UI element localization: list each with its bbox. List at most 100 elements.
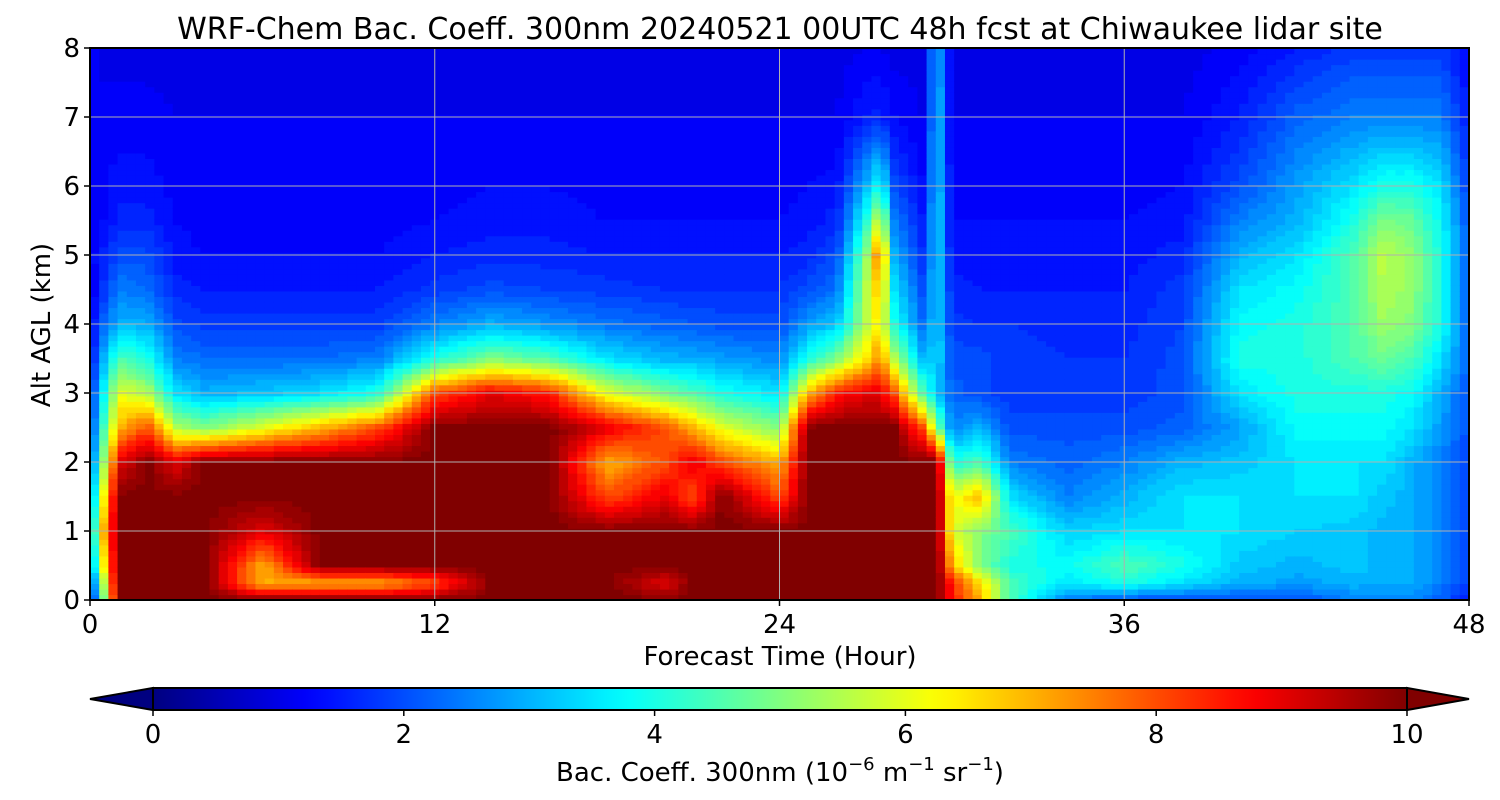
- heatmap-cell: [495, 512, 505, 518]
- heatmap-cell: [531, 462, 541, 468]
- heatmap-cell: [439, 186, 449, 192]
- heatmap-cell: [182, 136, 192, 142]
- heatmap-cell: [384, 230, 394, 236]
- heatmap-cell: [182, 131, 192, 137]
- heatmap-cell: [439, 341, 449, 347]
- heatmap-cell: [283, 247, 293, 253]
- heatmap-cell: [246, 302, 256, 308]
- heatmap-cell: [265, 440, 275, 446]
- heatmap-cell: [366, 236, 376, 242]
- heatmap-cell: [108, 103, 118, 109]
- heatmap-cell: [228, 479, 238, 485]
- heatmap-cell: [311, 70, 321, 76]
- heatmap-cell: [191, 98, 201, 104]
- heatmap-cell: [237, 175, 247, 181]
- heatmap-cell: [228, 225, 238, 231]
- heatmap-cell: [495, 324, 505, 330]
- heatmap-cell: [366, 225, 376, 231]
- heatmap-cell: [366, 203, 376, 209]
- heatmap-cell: [311, 556, 321, 562]
- heatmap-cell: [393, 208, 403, 214]
- heatmap-cell: [200, 385, 210, 391]
- heatmap-cell: [485, 70, 495, 76]
- heatmap-cell: [154, 523, 164, 529]
- heatmap-cell: [210, 330, 220, 336]
- heatmap-cell: [99, 81, 109, 87]
- heatmap-cell: [421, 269, 431, 275]
- heatmap-cell: [357, 203, 367, 209]
- heatmap-cell: [301, 346, 311, 352]
- heatmap-cell: [182, 147, 192, 153]
- heatmap-cell: [504, 285, 514, 291]
- heatmap-cell: [283, 523, 293, 529]
- heatmap-cell: [329, 236, 339, 242]
- heatmap-cell: [375, 412, 385, 418]
- heatmap-cell: [375, 103, 385, 109]
- heatmap-cell: [421, 208, 431, 214]
- heatmap-cell: [320, 363, 330, 369]
- heatmap-cell: [495, 363, 505, 369]
- heatmap-cell: [320, 341, 330, 347]
- heatmap-cell: [99, 125, 109, 131]
- heatmap-cell: [357, 534, 367, 540]
- heatmap-cell: [311, 550, 321, 556]
- heatmap-cell: [292, 506, 302, 512]
- heatmap-cell: [467, 412, 477, 418]
- heatmap-cell: [145, 434, 155, 440]
- heatmap-cell: [145, 418, 155, 424]
- heatmap-cell: [449, 258, 459, 264]
- heatmap-cell: [145, 572, 155, 578]
- heatmap-cell: [485, 396, 495, 402]
- heatmap-cell: [357, 440, 367, 446]
- heatmap-cell: [439, 131, 449, 137]
- heatmap-cell: [412, 103, 422, 109]
- heatmap-cell: [421, 451, 431, 457]
- heatmap-cell: [136, 490, 146, 496]
- heatmap-cell: [504, 120, 514, 126]
- heatmap-cell: [108, 219, 118, 225]
- heatmap-cell: [485, 407, 495, 413]
- heatmap-cell: [154, 506, 164, 512]
- heatmap-cell: [219, 473, 229, 479]
- heatmap-cell: [347, 98, 357, 104]
- heatmap-cell: [495, 423, 505, 429]
- heatmap-cell: [301, 412, 311, 418]
- heatmap-cell: [357, 445, 367, 451]
- heatmap-cell: [301, 506, 311, 512]
- heatmap-cell: [449, 236, 459, 242]
- heatmap-cell: [173, 219, 183, 225]
- heatmap-cell: [173, 440, 183, 446]
- heatmap-cell: [476, 484, 486, 490]
- heatmap-cell: [237, 341, 247, 347]
- heatmap-cell: [219, 407, 229, 413]
- heatmap-cell: [219, 462, 229, 468]
- heatmap-cell: [136, 517, 146, 523]
- heatmap-cell: [274, 374, 284, 380]
- heatmap-cell: [283, 385, 293, 391]
- heatmap-cell: [90, 490, 100, 496]
- heatmap-cell: [458, 556, 468, 562]
- heatmap-cell: [292, 280, 302, 286]
- heatmap-cell: [108, 545, 118, 551]
- heatmap-cell: [458, 302, 468, 308]
- heatmap-cell: [228, 54, 238, 60]
- heatmap-cell: [283, 341, 293, 347]
- heatmap-cell: [449, 484, 459, 490]
- heatmap-cell: [384, 214, 394, 220]
- heatmap-cell: [292, 269, 302, 275]
- heatmap-cell: [182, 219, 192, 225]
- heatmap-cell: [311, 572, 321, 578]
- heatmap-cell: [513, 214, 523, 220]
- heatmap-cell: [90, 583, 100, 589]
- heatmap-cell: [173, 302, 183, 308]
- heatmap-cell: [329, 120, 339, 126]
- heatmap-cell: [393, 247, 403, 253]
- heatmap-cell: [513, 434, 523, 440]
- heatmap-cell: [311, 109, 321, 115]
- heatmap-cell: [375, 429, 385, 435]
- heatmap-cell: [393, 407, 403, 413]
- heatmap-cell: [127, 484, 137, 490]
- heatmap-cell: [449, 280, 459, 286]
- heatmap-cell: [154, 76, 164, 82]
- heatmap-cell: [200, 197, 210, 203]
